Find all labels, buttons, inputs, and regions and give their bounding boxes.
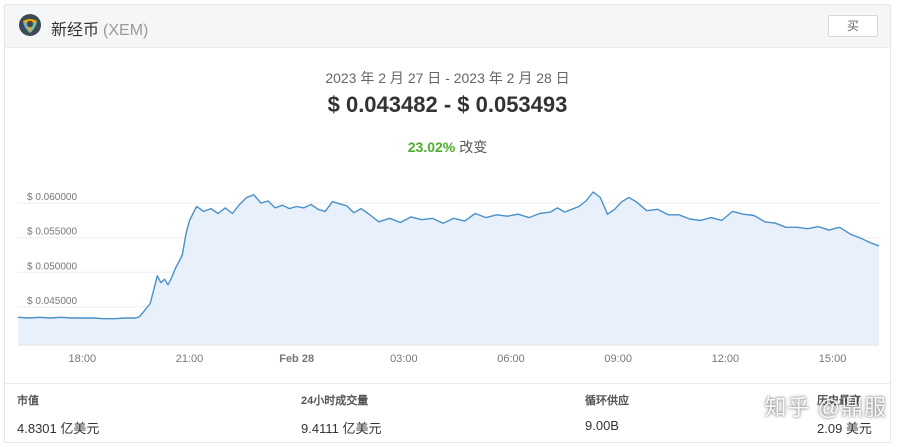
stat-label: 24小时成交量: [301, 395, 369, 407]
x-tick-label: 03:00: [390, 353, 418, 365]
stat-volume-24h: 24小时成交量 9.4111 亿美元: [301, 392, 381, 437]
x-tick-label: 12:00: [712, 353, 740, 365]
stats-bar: 市值 4.8301 亿美元 24小时成交量 9.4111 亿美元 循环供应 9.…: [5, 383, 890, 445]
price-chart[interactable]: $ 0.045000 $ 0.050000 $ 0.055000 $ 0.060000…: [5, 5, 890, 385]
stat-all-time-high: 历史最高 2.09 美元: [817, 392, 872, 437]
series-line: [17, 191, 880, 320]
x-tick-label: 15:00: [819, 353, 847, 365]
x-tick-label: 21:00: [176, 353, 204, 365]
x-tick-label: 18:00: [69, 353, 97, 365]
stat-label: 历史最高: [817, 395, 861, 407]
change-percent: 23.02%: [407, 139, 456, 155]
x-tick-label: 09:00: [604, 353, 632, 365]
stat-circulating-supply: 循环供应 9.00B: [585, 392, 629, 433]
y-tick-label: $ 0.060000: [27, 192, 77, 203]
stat-value: 2.09 美元: [817, 421, 872, 436]
price-range: $ 0.043482 - $ 0.053493: [327, 92, 568, 117]
stat-value: 9.00B: [585, 418, 619, 433]
stat-market-cap: 市值 4.8301 亿美元: [17, 392, 99, 437]
price-change: 23.02% 改变: [5, 137, 890, 157]
coin-title: 新经币 (XEM): [51, 16, 148, 40]
y-tick-label: $ 0.050000: [27, 261, 77, 272]
stat-value: 4.8301 亿美元: [17, 421, 100, 436]
stat-label: 市值: [17, 395, 39, 407]
x-tick-label: 06:00: [497, 353, 525, 365]
change-label: 改变: [459, 139, 488, 155]
x-tick-label: Feb 28: [279, 353, 314, 365]
series-area: [18, 192, 879, 345]
nem-logo-icon: [19, 14, 41, 36]
y-tick-label: $ 0.055000: [27, 227, 77, 238]
stat-label: 循环供应: [585, 395, 629, 407]
stat-value: 9.4111 亿美元: [301, 421, 382, 436]
coin-name: 新经币: [51, 22, 100, 39]
zhihu-watermark: 知乎 @鼎服: [764, 395, 887, 420]
y-tick-label: $ 0.045000: [27, 296, 77, 307]
buy-button[interactable]: 买: [828, 15, 878, 37]
coin-symbol: (XEM): [103, 22, 149, 39]
date-range: 2023 年 2 月 27 日 - 2023 年 2 月 28 日: [325, 70, 570, 86]
coin-card: 新经币 (XEM) 买 2023 年 2 月 27 日 - 2023 年 2 月 …: [4, 4, 891, 443]
card-header: 新经币 (XEM) 买: [5, 5, 890, 48]
